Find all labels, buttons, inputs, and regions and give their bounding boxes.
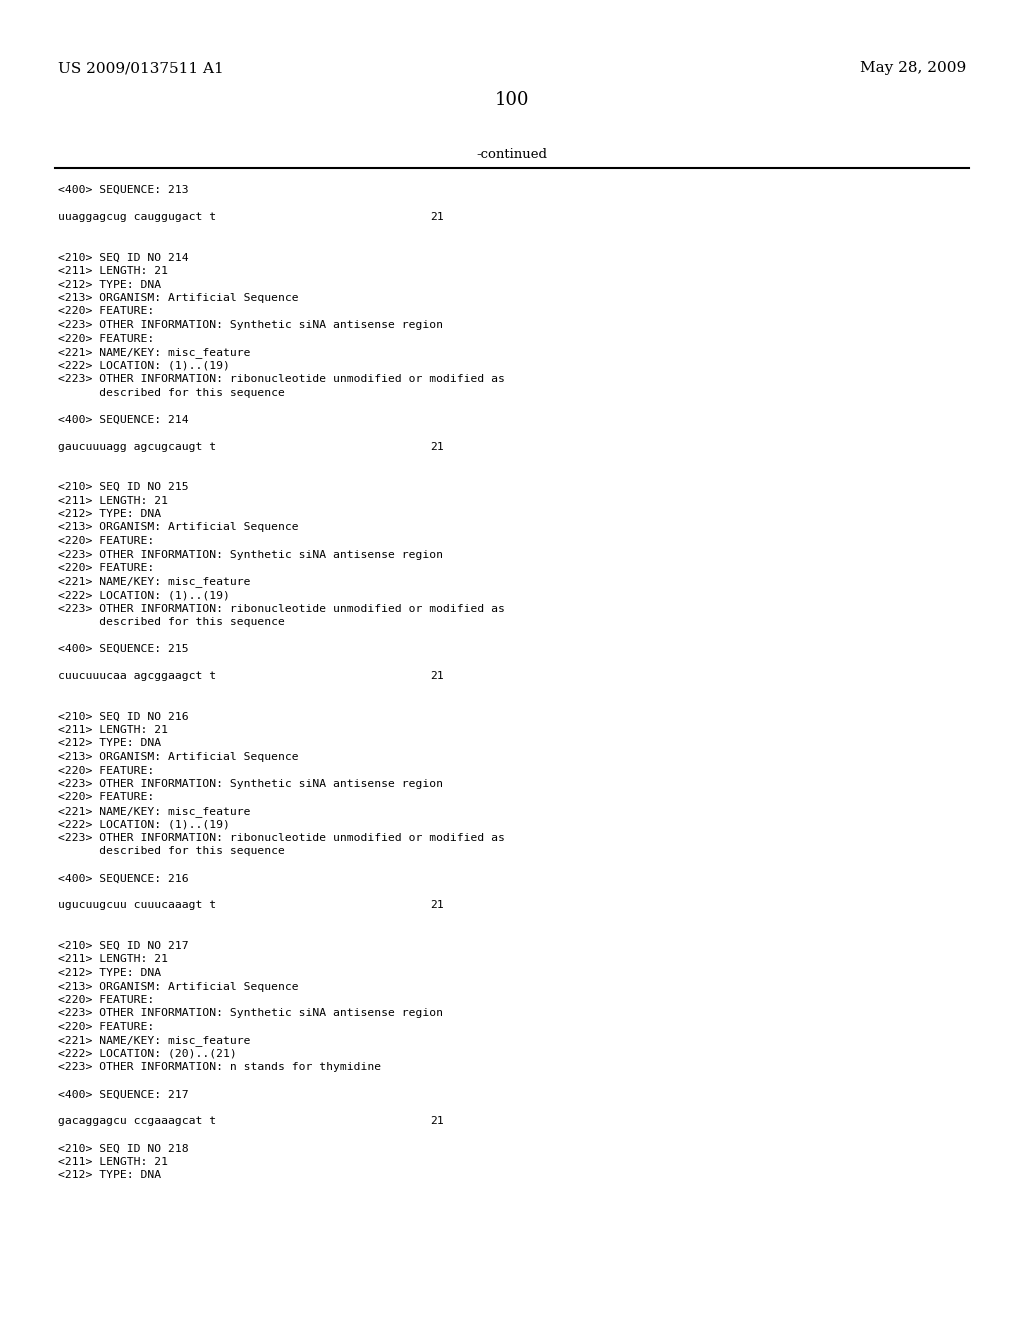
Text: <211> LENGTH: 21: <211> LENGTH: 21 bbox=[58, 267, 168, 276]
Text: <210> SEQ ID NO 218: <210> SEQ ID NO 218 bbox=[58, 1143, 188, 1154]
Text: <220> FEATURE:: <220> FEATURE: bbox=[58, 334, 155, 343]
Text: May 28, 2009: May 28, 2009 bbox=[860, 61, 966, 75]
Text: uuaggagcug cauggugact t: uuaggagcug cauggugact t bbox=[58, 213, 216, 222]
Text: <212> TYPE: DNA: <212> TYPE: DNA bbox=[58, 738, 161, 748]
Text: <222> LOCATION: (1)..(19): <222> LOCATION: (1)..(19) bbox=[58, 820, 229, 829]
Text: <400> SEQUENCE: 213: <400> SEQUENCE: 213 bbox=[58, 185, 188, 195]
Text: <211> LENGTH: 21: <211> LENGTH: 21 bbox=[58, 954, 168, 965]
Text: <221> NAME/KEY: misc_feature: <221> NAME/KEY: misc_feature bbox=[58, 347, 251, 358]
Text: gacaggagcu ccgaaagcat t: gacaggagcu ccgaaagcat t bbox=[58, 1117, 216, 1126]
Text: <220> FEATURE:: <220> FEATURE: bbox=[58, 995, 155, 1005]
Text: <220> FEATURE:: <220> FEATURE: bbox=[58, 306, 155, 317]
Text: <221> NAME/KEY: misc_feature: <221> NAME/KEY: misc_feature bbox=[58, 1035, 251, 1047]
Text: <221> NAME/KEY: misc_feature: <221> NAME/KEY: misc_feature bbox=[58, 577, 251, 587]
Text: <212> TYPE: DNA: <212> TYPE: DNA bbox=[58, 968, 161, 978]
Text: <213> ORGANISM: Artificial Sequence: <213> ORGANISM: Artificial Sequence bbox=[58, 523, 299, 532]
Text: <212> TYPE: DNA: <212> TYPE: DNA bbox=[58, 280, 161, 289]
Text: <220> FEATURE:: <220> FEATURE: bbox=[58, 1022, 155, 1032]
Text: <211> LENGTH: 21: <211> LENGTH: 21 bbox=[58, 725, 168, 735]
Text: described for this sequence: described for this sequence bbox=[58, 616, 285, 627]
Text: <220> FEATURE:: <220> FEATURE: bbox=[58, 564, 155, 573]
Text: <222> LOCATION: (20)..(21): <222> LOCATION: (20)..(21) bbox=[58, 1049, 237, 1059]
Text: <210> SEQ ID NO 216: <210> SEQ ID NO 216 bbox=[58, 711, 188, 722]
Text: <222> LOCATION: (1)..(19): <222> LOCATION: (1)..(19) bbox=[58, 360, 229, 371]
Text: <212> TYPE: DNA: <212> TYPE: DNA bbox=[58, 1171, 161, 1180]
Text: <223> OTHER INFORMATION: Synthetic siNA antisense region: <223> OTHER INFORMATION: Synthetic siNA … bbox=[58, 779, 443, 789]
Text: <400> SEQUENCE: 216: <400> SEQUENCE: 216 bbox=[58, 874, 188, 883]
Text: US 2009/0137511 A1: US 2009/0137511 A1 bbox=[58, 61, 224, 75]
Text: 100: 100 bbox=[495, 91, 529, 110]
Text: <213> ORGANISM: Artificial Sequence: <213> ORGANISM: Artificial Sequence bbox=[58, 752, 299, 762]
Text: <211> LENGTH: 21: <211> LENGTH: 21 bbox=[58, 1158, 168, 1167]
Text: <400> SEQUENCE: 215: <400> SEQUENCE: 215 bbox=[58, 644, 188, 653]
Text: <222> LOCATION: (1)..(19): <222> LOCATION: (1)..(19) bbox=[58, 590, 229, 601]
Text: <223> OTHER INFORMATION: Synthetic siNA antisense region: <223> OTHER INFORMATION: Synthetic siNA … bbox=[58, 319, 443, 330]
Text: 21: 21 bbox=[430, 1117, 443, 1126]
Text: <221> NAME/KEY: misc_feature: <221> NAME/KEY: misc_feature bbox=[58, 807, 251, 817]
Text: 21: 21 bbox=[430, 671, 443, 681]
Text: <210> SEQ ID NO 214: <210> SEQ ID NO 214 bbox=[58, 252, 188, 263]
Text: <213> ORGANISM: Artificial Sequence: <213> ORGANISM: Artificial Sequence bbox=[58, 982, 299, 991]
Text: 21: 21 bbox=[430, 900, 443, 911]
Text: described for this sequence: described for this sequence bbox=[58, 388, 285, 397]
Text: <211> LENGTH: 21: <211> LENGTH: 21 bbox=[58, 495, 168, 506]
Text: <210> SEQ ID NO 217: <210> SEQ ID NO 217 bbox=[58, 941, 188, 950]
Text: <223> OTHER INFORMATION: n stands for thymidine: <223> OTHER INFORMATION: n stands for th… bbox=[58, 1063, 381, 1072]
Text: <223> OTHER INFORMATION: ribonucleotide unmodified or modified as: <223> OTHER INFORMATION: ribonucleotide … bbox=[58, 603, 505, 614]
Text: <223> OTHER INFORMATION: ribonucleotide unmodified or modified as: <223> OTHER INFORMATION: ribonucleotide … bbox=[58, 833, 505, 843]
Text: ugucuugcuu cuuucaaagt t: ugucuugcuu cuuucaaagt t bbox=[58, 900, 216, 911]
Text: <212> TYPE: DNA: <212> TYPE: DNA bbox=[58, 510, 161, 519]
Text: <220> FEATURE:: <220> FEATURE: bbox=[58, 792, 155, 803]
Text: described for this sequence: described for this sequence bbox=[58, 846, 285, 857]
Text: <220> FEATURE:: <220> FEATURE: bbox=[58, 536, 155, 546]
Text: <223> OTHER INFORMATION: Synthetic siNA antisense region: <223> OTHER INFORMATION: Synthetic siNA … bbox=[58, 549, 443, 560]
Text: <210> SEQ ID NO 215: <210> SEQ ID NO 215 bbox=[58, 482, 188, 492]
Text: <220> FEATURE:: <220> FEATURE: bbox=[58, 766, 155, 776]
Text: cuucuuucaa agcggaagct t: cuucuuucaa agcggaagct t bbox=[58, 671, 216, 681]
Text: 21: 21 bbox=[430, 441, 443, 451]
Text: <400> SEQUENCE: 217: <400> SEQUENCE: 217 bbox=[58, 1089, 188, 1100]
Text: <223> OTHER INFORMATION: Synthetic siNA antisense region: <223> OTHER INFORMATION: Synthetic siNA … bbox=[58, 1008, 443, 1019]
Text: <400> SEQUENCE: 214: <400> SEQUENCE: 214 bbox=[58, 414, 188, 425]
Text: 21: 21 bbox=[430, 213, 443, 222]
Text: <213> ORGANISM: Artificial Sequence: <213> ORGANISM: Artificial Sequence bbox=[58, 293, 299, 304]
Text: gaucuuuagg agcugcaugt t: gaucuuuagg agcugcaugt t bbox=[58, 441, 216, 451]
Text: <223> OTHER INFORMATION: ribonucleotide unmodified or modified as: <223> OTHER INFORMATION: ribonucleotide … bbox=[58, 374, 505, 384]
Text: -continued: -continued bbox=[476, 148, 548, 161]
